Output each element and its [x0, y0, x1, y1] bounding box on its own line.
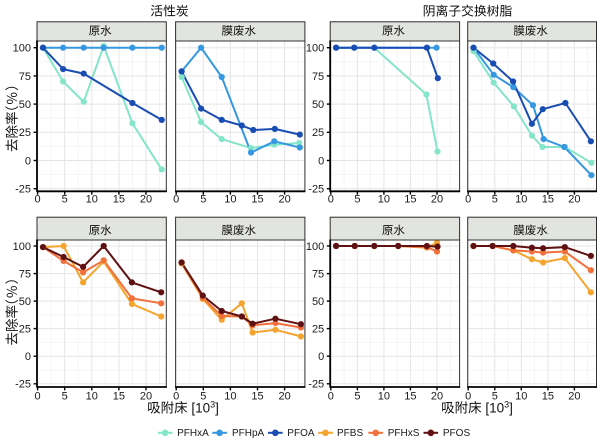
svg-text:0: 0 [35, 194, 41, 206]
svg-text:5: 5 [200, 194, 206, 206]
svg-text:50: 50 [312, 99, 324, 111]
svg-text:PFBS: PFBS [337, 428, 363, 439]
svg-text:PFOS: PFOS [443, 428, 471, 439]
svg-text:50: 50 [312, 296, 324, 308]
svg-text:15: 15 [542, 194, 554, 206]
svg-text:10: 10 [86, 390, 98, 402]
svg-text:15: 15 [251, 194, 263, 206]
svg-text:0: 0 [173, 194, 179, 206]
svg-text:20: 20 [140, 390, 152, 402]
svg-text:0: 0 [318, 155, 324, 167]
svg-text:-25: -25 [308, 379, 324, 391]
svg-text:75: 75 [19, 268, 31, 280]
svg-text:10: 10 [378, 194, 390, 206]
svg-text:PFHxS: PFHxS [388, 428, 420, 439]
svg-text:5: 5 [354, 390, 360, 402]
svg-text:75: 75 [19, 71, 31, 83]
svg-text:5: 5 [200, 390, 206, 402]
svg-text:PFHpA: PFHpA [232, 428, 265, 439]
svg-text:10: 10 [224, 390, 236, 402]
svg-text:5: 5 [492, 390, 498, 402]
svg-text:10: 10 [515, 194, 527, 206]
svg-text:100: 100 [306, 241, 324, 253]
svg-text:-25: -25 [308, 184, 324, 196]
svg-text:-25: -25 [15, 379, 31, 391]
svg-text:20: 20 [568, 194, 580, 206]
svg-text:10: 10 [86, 194, 98, 206]
svg-text:0: 0 [25, 351, 31, 363]
svg-text:5: 5 [492, 194, 498, 206]
svg-text:10: 10 [224, 194, 236, 206]
svg-text:0: 0 [25, 155, 31, 167]
svg-text:10: 10 [378, 390, 390, 402]
svg-text:]: ] [215, 401, 219, 416]
svg-text:3: 3 [504, 400, 509, 410]
svg-text:75: 75 [312, 268, 324, 280]
svg-text:75: 75 [312, 71, 324, 83]
svg-text:5: 5 [62, 390, 68, 402]
svg-text:15: 15 [542, 390, 554, 402]
svg-text:20: 20 [431, 194, 443, 206]
svg-text:0: 0 [328, 390, 334, 402]
svg-text:25: 25 [19, 324, 31, 336]
svg-text:15: 15 [113, 194, 125, 206]
svg-text:20: 20 [278, 194, 290, 206]
svg-text:PFOA: PFOA [287, 428, 315, 439]
svg-text:20: 20 [278, 390, 290, 402]
svg-text:100: 100 [306, 43, 324, 55]
svg-text:0: 0 [465, 390, 471, 402]
svg-text:50: 50 [19, 99, 31, 111]
svg-text:0: 0 [173, 390, 179, 402]
svg-text:15: 15 [404, 194, 416, 206]
svg-text:[10: [10 [191, 401, 210, 416]
svg-text:100: 100 [13, 241, 31, 253]
svg-text:3: 3 [210, 400, 215, 410]
svg-text:100: 100 [13, 43, 31, 55]
svg-text:15: 15 [404, 390, 416, 402]
svg-text:20: 20 [431, 390, 443, 402]
svg-text:5: 5 [62, 194, 68, 206]
svg-text:25: 25 [312, 324, 324, 336]
svg-text:]: ] [509, 401, 513, 416]
svg-text:-25: -25 [15, 184, 31, 196]
svg-text:0: 0 [35, 390, 41, 402]
svg-text:0: 0 [328, 194, 334, 206]
svg-text:5: 5 [354, 194, 360, 206]
svg-text:15: 15 [113, 390, 125, 402]
svg-text:20: 20 [568, 390, 580, 402]
svg-text:50: 50 [19, 296, 31, 308]
svg-text:0: 0 [465, 194, 471, 206]
svg-text:10: 10 [515, 390, 527, 402]
svg-text:25: 25 [312, 127, 324, 139]
svg-text:25: 25 [19, 127, 31, 139]
svg-text:20: 20 [140, 194, 152, 206]
svg-text:[10: [10 [485, 401, 504, 416]
svg-text:PFHxA: PFHxA [177, 428, 209, 439]
svg-text:15: 15 [251, 390, 263, 402]
svg-text:0: 0 [318, 351, 324, 363]
